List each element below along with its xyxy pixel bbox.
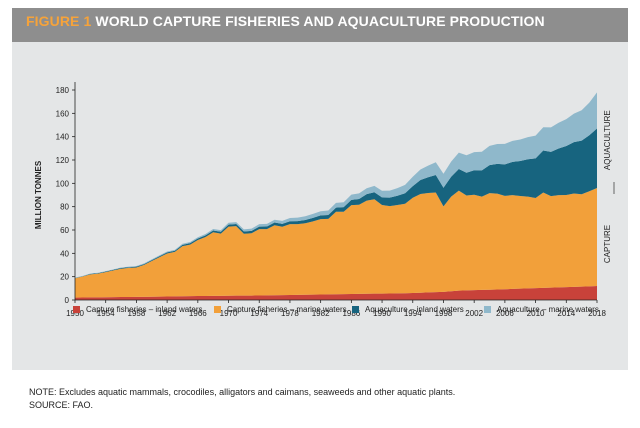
legend-item-1: Capture fisheries – marine waters [214,305,347,314]
capture-bracket-label: CAPTURE [603,225,612,263]
legend-swatch-0 [73,306,80,313]
figure-title-text: WORLD CAPTURE FISHERIES AND AQUACULTURE … [95,13,545,29]
legend-swatch-2 [352,306,359,313]
x-tick-label-1998: 1998 [435,309,453,318]
y-tick-label-120: 120 [56,156,70,165]
note-text: NOTE: Excludes aquatic mammals, crocodil… [29,387,456,397]
x-tick-label-2006: 2006 [496,309,514,318]
x-tick-label-1974: 1974 [250,309,268,318]
figure-title: FIGURE 1 WORLD CAPTURE FISHERIES AND AQU… [26,13,545,29]
x-tick-label-2010: 2010 [527,309,545,318]
y-tick-label-60: 60 [60,226,69,235]
x-tick-label-1982: 1982 [312,309,330,318]
x-tick-label-1950: 1950 [66,309,84,318]
x-tick-label-2014: 2014 [557,309,575,318]
area-series-0 [75,286,597,300]
legend-label-0: Capture fisheries – inland waters [86,305,203,314]
y-tick-label-20: 20 [60,273,69,282]
y-tick-label-40: 40 [60,249,69,258]
x-tick-label-1958: 1958 [128,309,146,318]
y-tick-label-80: 80 [60,203,69,212]
legend-label-2: Aquaculture – inland waters [365,305,464,314]
x-tick-label-1986: 1986 [342,309,360,318]
source-text: SOURCE: FAO. [29,400,94,410]
y-tick-label-160: 160 [56,109,70,118]
y-tick-label-140: 140 [56,133,70,142]
x-tick-label-1966: 1966 [189,309,207,318]
figure-title-banner [12,8,628,42]
legend-swatch-3 [484,306,491,313]
legend-item-0: Capture fisheries – inland waters [73,305,203,314]
y-axis-label: MILLION TONNES [34,160,43,229]
legend-item-3: Aquaculture – marine waters [484,305,599,314]
legend-label-1: Capture fisheries – marine waters [227,305,347,314]
chart-legend: Capture fisheries – inland waters Capture… [0,305,640,319]
x-tick-label-1954: 1954 [97,309,115,318]
x-tick-label-2002: 2002 [465,309,483,318]
x-tick-label-1970: 1970 [220,309,238,318]
x-tick-label-1994: 1994 [404,309,422,318]
y-tick-label-100: 100 [56,179,70,188]
y-tick-label-0: 0 [65,296,70,305]
figure-number: FIGURE 1 [26,13,92,29]
x-tick-label-1978: 1978 [281,309,299,318]
x-tick-label-1962: 1962 [158,309,176,318]
y-tick-label-180: 180 [56,86,70,95]
x-tick-label-1990: 1990 [373,309,391,318]
legend-swatch-1 [214,306,221,313]
figure-notes: NOTE: Excludes aquatic mammals, crocodil… [29,386,455,412]
legend-item-2: Aquaculture – inland waters [352,305,464,314]
x-tick-label-2018: 2018 [588,309,606,318]
aquaculture-bracket-label: AQUACULTURE [603,110,612,170]
area-series-1 [75,188,597,298]
legend-label-3: Aquaculture – marine waters [497,305,599,314]
